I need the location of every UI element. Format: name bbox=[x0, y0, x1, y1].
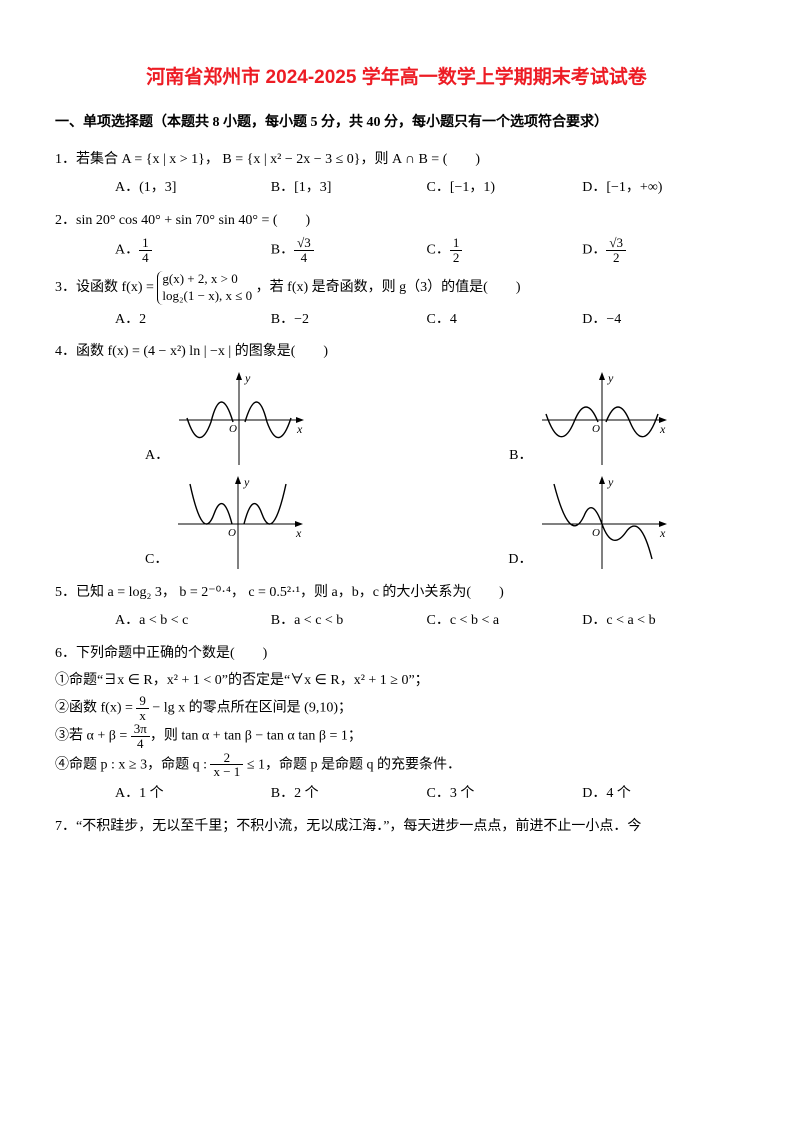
q3-choice-b: B．−2 bbox=[271, 307, 427, 334]
q5-choice-c: C．c < b < a bbox=[427, 608, 583, 635]
graph-d-svg: y x O bbox=[532, 474, 672, 574]
graph-a-svg: y x O bbox=[169, 370, 309, 470]
svg-text:y: y bbox=[607, 475, 614, 489]
q6-s3: ③若 α + β = 3π4，则 tan α + tan β − tan α t… bbox=[55, 722, 738, 750]
q5-choice-d: D．c < a < b bbox=[582, 608, 738, 635]
svg-text:y: y bbox=[243, 475, 250, 489]
graph-c: C． y x O bbox=[145, 474, 308, 574]
q2-choice-a: A．14 bbox=[115, 236, 271, 264]
graph-b: B． y x O bbox=[509, 370, 672, 470]
q2-text: 2．sin 20° cos 40° + sin 70° sin 40° = ( … bbox=[55, 208, 738, 235]
q2-choice-d: D．√32 bbox=[582, 236, 738, 264]
svg-text:O: O bbox=[592, 527, 600, 539]
question-5: 5．已知 a = log₂ 3， b = 2⁻⁰·⁴， c = 0.5²·¹，则… bbox=[55, 580, 738, 635]
q6-s4: ④命题 p : x ≥ 3，命题 q : 2x − 1 ≤ 1，命题 p 是命题… bbox=[55, 751, 738, 779]
q6-s1: ①命题“∃x ∈ R，x² + 1 < 0”的否定是“∀x ∈ R，x² + 1… bbox=[55, 668, 738, 695]
question-3: 3．设函数 f(x) = g(x) + 2, x > 0 log₂(1 − x)… bbox=[55, 271, 738, 333]
piecewise-brace: g(x) + 2, x > 0 log₂(1 − x), x ≤ 0 bbox=[157, 271, 252, 305]
q3-choice-d: D．−4 bbox=[582, 307, 738, 334]
q5-choices: A．a < b < c B．a < c < b C．c < b < a D．c … bbox=[115, 608, 738, 635]
svg-text:y: y bbox=[244, 371, 251, 385]
q1-choice-c: C．[−1，1) bbox=[427, 175, 583, 202]
q6-text: 6．下列命题中正确的个数是( ) bbox=[55, 641, 738, 668]
q3-choice-a: A．2 bbox=[115, 307, 271, 334]
question-1: 1．若集合 A = {x | x > 1}， B = {x | x² − 2x … bbox=[55, 147, 738, 202]
q2-choice-b: B．√34 bbox=[271, 236, 427, 264]
q4-text: 4．函数 f(x) = (4 − x²) ln | −x | 的图象是( ) bbox=[55, 339, 738, 366]
question-2: 2．sin 20° cos 40° + sin 70° sin 40° = ( … bbox=[55, 208, 738, 265]
svg-text:x: x bbox=[659, 422, 666, 436]
svg-text:x: x bbox=[296, 422, 303, 436]
q1-choice-a: A．(1，3] bbox=[115, 175, 271, 202]
q6-choice-c: C．3 个 bbox=[427, 781, 583, 808]
section-heading: 一、单项选择题（本题共 8 小题，每小题 5 分，共 40 分，每小题只有一个选… bbox=[55, 110, 738, 137]
q5-choice-b: B．a < c < b bbox=[271, 608, 427, 635]
svg-text:y: y bbox=[607, 371, 614, 385]
q6-choice-d: D．4 个 bbox=[582, 781, 738, 808]
graph-c-svg: y x O bbox=[168, 474, 308, 574]
graph-row-1: A． y x O B． bbox=[145, 370, 738, 470]
q3-choice-c: C．4 bbox=[427, 307, 583, 334]
question-7: 7．“不积跬步，无以至千里；不积小流，无以成江海．”，每天进步一点点，前进不止一… bbox=[55, 814, 738, 841]
q5-text: 5．已知 a = log₂ 3， b = 2⁻⁰·⁴， c = 0.5²·¹，则… bbox=[55, 580, 738, 607]
q1-choice-d: D．[−1，+∞) bbox=[582, 175, 738, 202]
q1-text: 1．若集合 A = {x | x > 1}， B = {x | x² − 2x … bbox=[55, 147, 738, 174]
q7-text: 7．“不积跬步，无以至千里；不积小流，无以成江海．”，每天进步一点点，前进不止一… bbox=[55, 814, 738, 841]
q2-choice-c: C．12 bbox=[427, 236, 583, 264]
q2-choices: A．14 B．√34 C．12 D．√32 bbox=[115, 236, 738, 264]
q6-choice-b: B．2 个 bbox=[271, 781, 427, 808]
svg-text:O: O bbox=[592, 423, 600, 435]
svg-text:x: x bbox=[659, 526, 666, 540]
q1-choice-b: B．[1，3] bbox=[271, 175, 427, 202]
q1-choices: A．(1，3] B．[1，3] C．[−1，1) D．[−1，+∞) bbox=[115, 175, 738, 202]
question-4: 4．函数 f(x) = (4 − x²) ln | −x | 的图象是( ) A… bbox=[55, 339, 738, 574]
graph-b-svg: y x O bbox=[532, 370, 672, 470]
graph-row-2: C． y x O D． bbox=[145, 474, 738, 574]
question-6: 6．下列命题中正确的个数是( ) ①命题“∃x ∈ R，x² + 1 < 0”的… bbox=[55, 641, 738, 808]
q6-choices: A．1 个 B．2 个 C．3 个 D．4 个 bbox=[115, 781, 738, 808]
svg-text:x: x bbox=[295, 526, 302, 540]
q6-statements: ①命题“∃x ∈ R，x² + 1 < 0”的否定是“∀x ∈ R，x² + 1… bbox=[55, 668, 738, 779]
q3-choices: A．2 B．−2 C．4 D．−4 bbox=[115, 307, 738, 334]
graph-a: A． y x O bbox=[145, 370, 309, 470]
page-title: 河南省郑州市 2024-2025 学年高一数学上学期期末考试试卷 bbox=[55, 60, 738, 96]
q6-choice-a: A．1 个 bbox=[115, 781, 271, 808]
q5-choice-a: A．a < b < c bbox=[115, 608, 271, 635]
svg-text:O: O bbox=[228, 527, 236, 539]
q6-s2: ②函数 f(x) = 9x − lg x 的零点所在区间是 (9,10)； bbox=[55, 694, 738, 722]
exam-page: 河南省郑州市 2024-2025 学年高一数学上学期期末考试试卷 一、单项选择题… bbox=[0, 0, 793, 1122]
svg-text:O: O bbox=[229, 423, 237, 435]
graph-d: D． y x O bbox=[508, 474, 672, 574]
q3-text: 3．设函数 f(x) = g(x) + 2, x > 0 log₂(1 − x)… bbox=[55, 271, 738, 305]
